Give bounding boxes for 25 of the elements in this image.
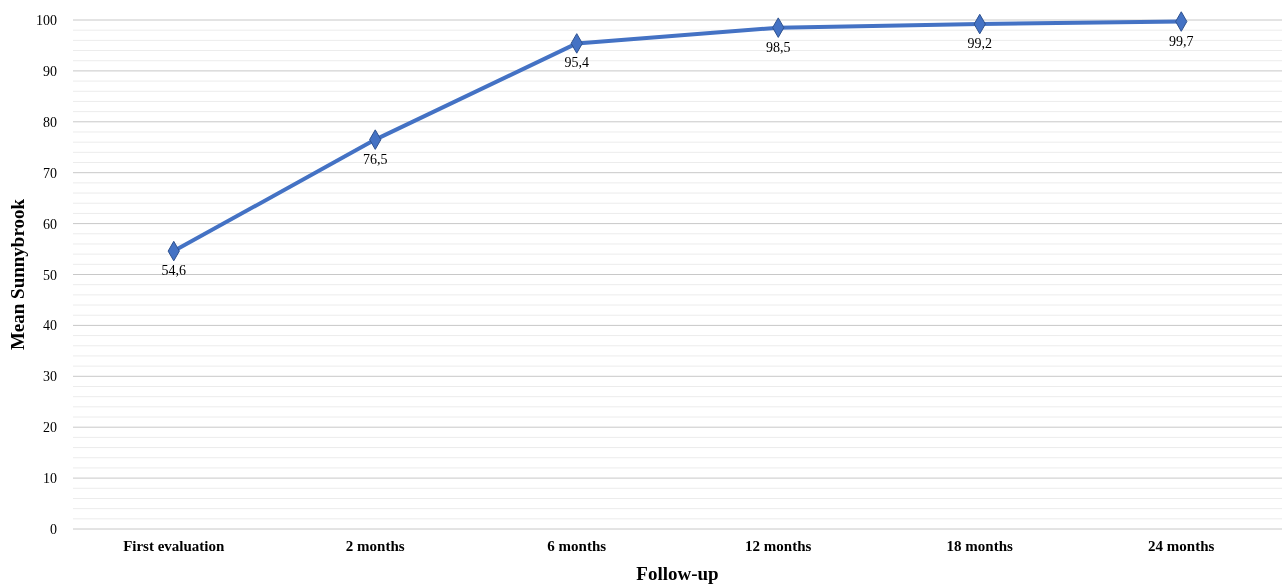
y-tick-label: 100	[36, 13, 57, 28]
y-tick-label: 60	[43, 216, 57, 232]
x-tick-label: 18 months	[946, 538, 1014, 554]
y-tick-label: 20	[43, 420, 57, 436]
y-tick-label: 70	[43, 165, 57, 181]
x-tick-label: 12 months	[745, 538, 812, 554]
data-label: 76,5	[363, 151, 388, 167]
x-tick-label: First evaluation	[123, 538, 226, 554]
x-tick-label: 6 months	[547, 538, 607, 554]
y-tick-label: 0	[50, 522, 57, 537]
x-tick-label: 2 months	[345, 538, 405, 554]
y-tick-label: 50	[43, 267, 57, 283]
data-label: 95,4	[564, 55, 589, 71]
y-tick-label: 40	[43, 318, 57, 334]
y-tick-label: 10	[43, 471, 57, 487]
y-tick-label: 80	[43, 114, 57, 130]
data-label: 99,2	[967, 36, 992, 52]
y-tick-label: 90	[43, 63, 57, 79]
y-axis-title: Mean Sunnybrook	[7, 198, 28, 351]
y-tick-label: 30	[43, 369, 57, 385]
data-label: 54,6	[161, 263, 186, 279]
data-label: 98,5	[766, 39, 791, 55]
data-label: 99,7	[1169, 33, 1194, 49]
x-axis-title: Follow-up	[636, 563, 719, 584]
x-tick-label: 24 months	[1148, 538, 1215, 554]
